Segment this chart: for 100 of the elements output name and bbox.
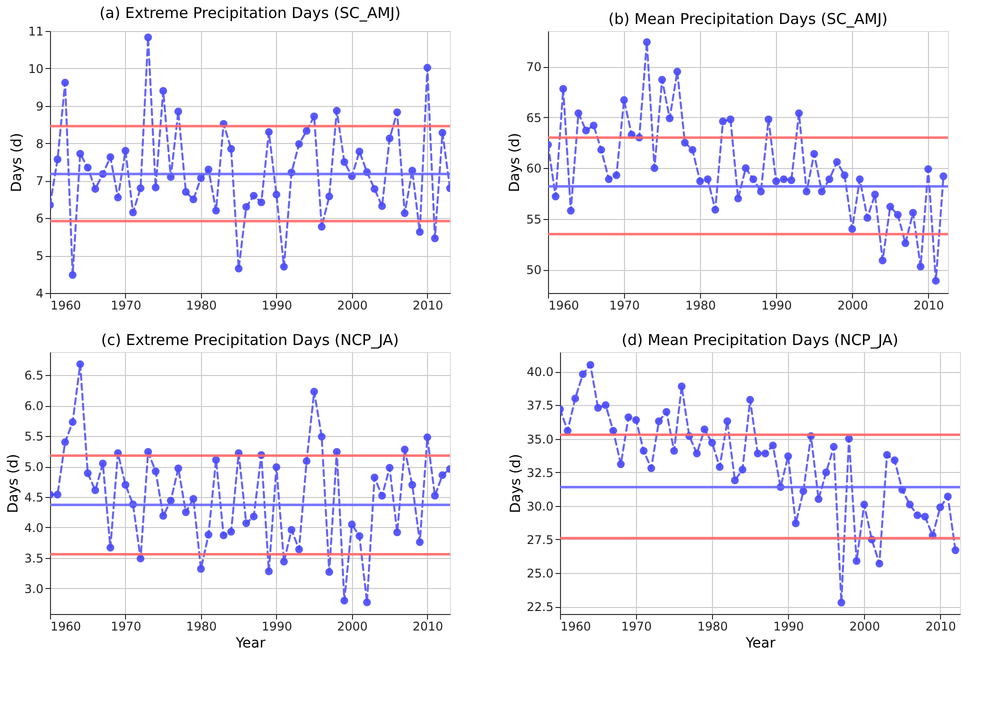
point: [76, 150, 84, 158]
y-tick-label: 9: [36, 99, 44, 114]
point: [921, 512, 929, 521]
point: [666, 114, 674, 122]
point: [386, 134, 394, 142]
point: [886, 202, 894, 211]
point: [711, 206, 720, 214]
point: [356, 148, 364, 156]
y-tick-label: 70: [526, 60, 542, 74]
point: [914, 511, 922, 520]
y-tick-label: 6.5: [24, 368, 44, 383]
point: [670, 446, 678, 455]
y-axis-title: Days (d): [508, 454, 524, 514]
point: [84, 164, 92, 172]
point: [197, 565, 205, 573]
y-tick-label: 25.0: [526, 566, 554, 581]
point: [632, 416, 640, 424]
point: [731, 476, 739, 484]
point: [825, 175, 834, 184]
point: [295, 546, 303, 554]
x-tick-label: 1960: [548, 298, 580, 312]
point: [106, 153, 114, 161]
point: [91, 185, 100, 193]
point: [302, 457, 310, 465]
point: [814, 495, 822, 504]
point: [302, 127, 310, 135]
point: [129, 208, 137, 216]
point: [723, 417, 732, 426]
point: [673, 68, 682, 76]
point: [871, 190, 879, 198]
point: [370, 474, 378, 482]
point: [257, 198, 266, 206]
y-tick-label: 27.5: [526, 532, 554, 547]
point: [340, 158, 348, 166]
y-tick-label: 35.0: [526, 432, 554, 446]
point: [578, 370, 587, 378]
point: [688, 146, 696, 154]
point: [924, 165, 932, 173]
point: [840, 171, 848, 180]
point: [940, 172, 948, 180]
y-tick-label: 4.0: [24, 520, 44, 535]
point: [647, 464, 656, 472]
point: [738, 466, 746, 474]
point: [54, 156, 62, 164]
point: [604, 175, 613, 184]
point: [378, 202, 386, 210]
point: [678, 382, 686, 390]
x-tick-label: 2010: [412, 620, 444, 634]
point: [566, 206, 575, 215]
y-tick-label: 4: [36, 286, 44, 300]
point: [704, 175, 712, 184]
point: [54, 490, 62, 498]
point: [609, 426, 618, 435]
point: [76, 360, 84, 368]
point: [658, 76, 666, 84]
point: [780, 175, 788, 184]
point: [227, 528, 236, 536]
point: [250, 512, 258, 520]
point: [68, 418, 77, 426]
y-tick-label: 5.5: [24, 430, 44, 444]
point: [61, 438, 69, 446]
x-tick-label: 2000: [837, 298, 868, 312]
point: [438, 128, 446, 137]
point: [754, 450, 762, 458]
point: [272, 190, 280, 198]
y-tick-label: 65: [526, 110, 542, 125]
x-tick-label: 2000: [337, 298, 368, 312]
point: [295, 140, 303, 148]
y-tick-label: 50: [526, 263, 542, 278]
point: [212, 206, 220, 215]
point: [423, 64, 432, 72]
point: [559, 85, 568, 93]
point: [152, 468, 160, 476]
y-tick-label: 3.0: [24, 582, 44, 596]
y-tick-label: 32.5: [526, 466, 554, 480]
y-tick-label: 60: [526, 162, 542, 176]
point: [416, 228, 424, 236]
point: [662, 408, 670, 416]
point: [318, 222, 326, 231]
point: [197, 174, 205, 182]
x-tick-label: 2010: [925, 620, 956, 634]
point: [594, 404, 602, 412]
y-tick-label: 30.0: [526, 499, 554, 514]
point: [586, 361, 594, 369]
x-tick-label: 2010: [412, 298, 444, 312]
x-tick-label: 1980: [685, 298, 716, 312]
point: [894, 210, 902, 219]
point: [370, 185, 378, 193]
point: [106, 544, 114, 552]
chart-title: (c) Extreme Precipitation Days (NCP_JA): [101, 331, 399, 349]
point: [190, 196, 198, 204]
point: [182, 508, 190, 516]
point: [902, 239, 910, 248]
point: [393, 108, 402, 116]
point: [612, 171, 620, 180]
point: [810, 150, 818, 158]
point: [378, 492, 386, 500]
point: [348, 520, 356, 528]
point: [876, 560, 884, 568]
point: [848, 225, 856, 233]
